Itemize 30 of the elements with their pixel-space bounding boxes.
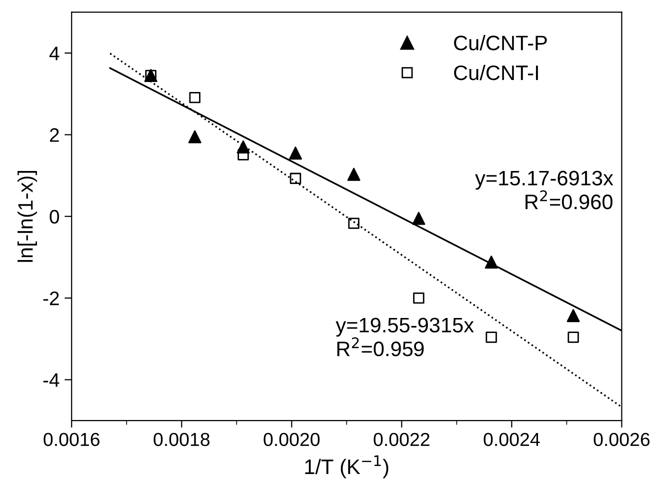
legend-label: Cu/CNT-P [454,35,547,50]
annotation: y=15.17-6913x R$^{2}$=0.960 [475,170,614,210]
point [290,172,302,184]
point [348,218,360,229]
point [188,130,202,144]
point [413,292,424,304]
y-tick-label: 2 [50,128,59,142]
y-axis-title: ln[-ln(1-x)] [18,170,37,262]
x-tick-label: 0.0016 [44,432,100,446]
point [484,256,498,269]
x-tick-label: 0.0024 [484,432,540,446]
point [347,168,360,181]
y-tick-label: -2 [43,292,59,306]
x-tick-label: 0.0026 [594,432,650,446]
x-tick-label: 0.0018 [154,432,210,446]
point [238,149,249,160]
annotation: y=19.55-9315x R$^{2}$=0.959 [336,318,474,356]
point [568,332,579,343]
point [189,92,200,104]
point [412,212,426,225]
point [566,309,580,322]
point [288,146,302,160]
y-tick-label: -4 [43,373,60,387]
point [486,332,497,343]
legend-label: Cu/CNT-I [454,64,538,80]
x-tick-label: 0.0020 [264,432,320,446]
x-axis-title: 1/T (K$^{−1}$) [305,455,388,478]
y-tick-label: 4 [49,46,60,60]
y-tick-label: 0 [50,210,60,224]
x-tick-label: 0.0022 [374,432,430,446]
